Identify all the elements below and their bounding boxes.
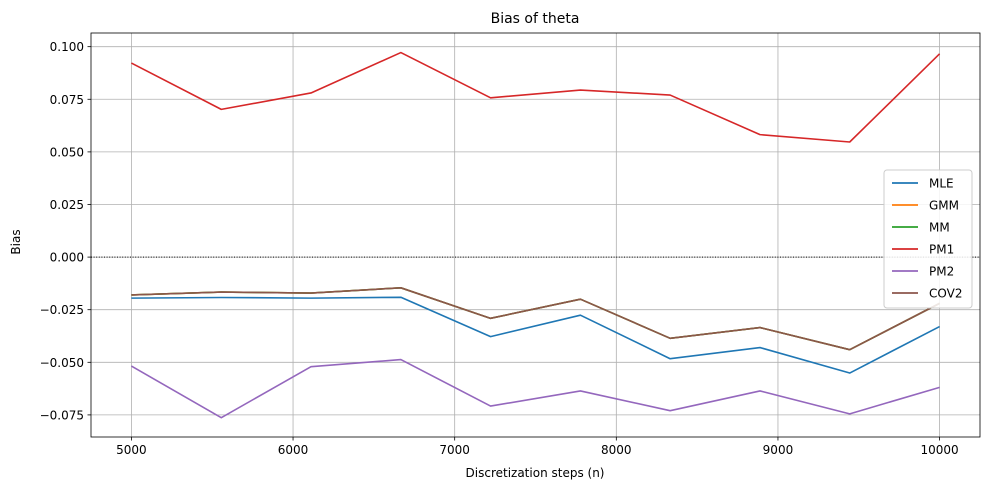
legend-label-mle: MLE bbox=[929, 177, 954, 191]
x-tick-label: 8000 bbox=[601, 443, 632, 457]
legend-label-pm1: PM1 bbox=[929, 243, 954, 257]
x-tick-label: 10000 bbox=[920, 443, 958, 457]
series-line-mle bbox=[131, 296, 940, 374]
y-tick-label: 0.025 bbox=[50, 198, 84, 212]
x-tick-label: 7000 bbox=[439, 443, 470, 457]
x-tick-label: 5000 bbox=[116, 443, 147, 457]
y-axis-label: Bias bbox=[9, 229, 23, 254]
y-axis-ticks: −0.075 −0.050 −0.025 0.000 0.025 0.050 0.075 0.… bbox=[40, 40, 91, 422]
y-tick-label: 0.100 bbox=[50, 40, 84, 54]
x-axis-label: Discretization steps (n) bbox=[466, 466, 605, 480]
series-line-pm2 bbox=[131, 358, 940, 419]
x-tick-label: 9000 bbox=[763, 443, 794, 457]
y-tick-label: 0.050 bbox=[50, 145, 84, 159]
series-line-cov2 bbox=[131, 287, 940, 351]
y-tick-label: 0.075 bbox=[50, 93, 84, 107]
y-tick-label: −0.075 bbox=[40, 408, 84, 422]
y-tick-label: −0.025 bbox=[40, 303, 84, 317]
x-axis-ticks: 5000 6000 7000 8000 9000 10000 bbox=[116, 437, 959, 457]
plot-frame bbox=[90, 32, 981, 438]
series-lines bbox=[131, 51, 941, 419]
legend-label-mm: MM bbox=[929, 221, 950, 235]
y-tick-label: 0.000 bbox=[50, 251, 84, 265]
legend: MLE GMM MM PM1 PM2 COV2 bbox=[883, 169, 973, 309]
legend-label-gmm: GMM bbox=[929, 199, 959, 213]
chart-title: Bias of theta bbox=[491, 11, 580, 27]
legend-label-pm2: PM2 bbox=[929, 265, 954, 279]
legend-label-cov2: COV2 bbox=[929, 287, 962, 301]
series-line-pm1 bbox=[131, 51, 941, 143]
x-tick-label: 6000 bbox=[278, 443, 309, 457]
y-tick-label: −0.050 bbox=[40, 356, 84, 370]
